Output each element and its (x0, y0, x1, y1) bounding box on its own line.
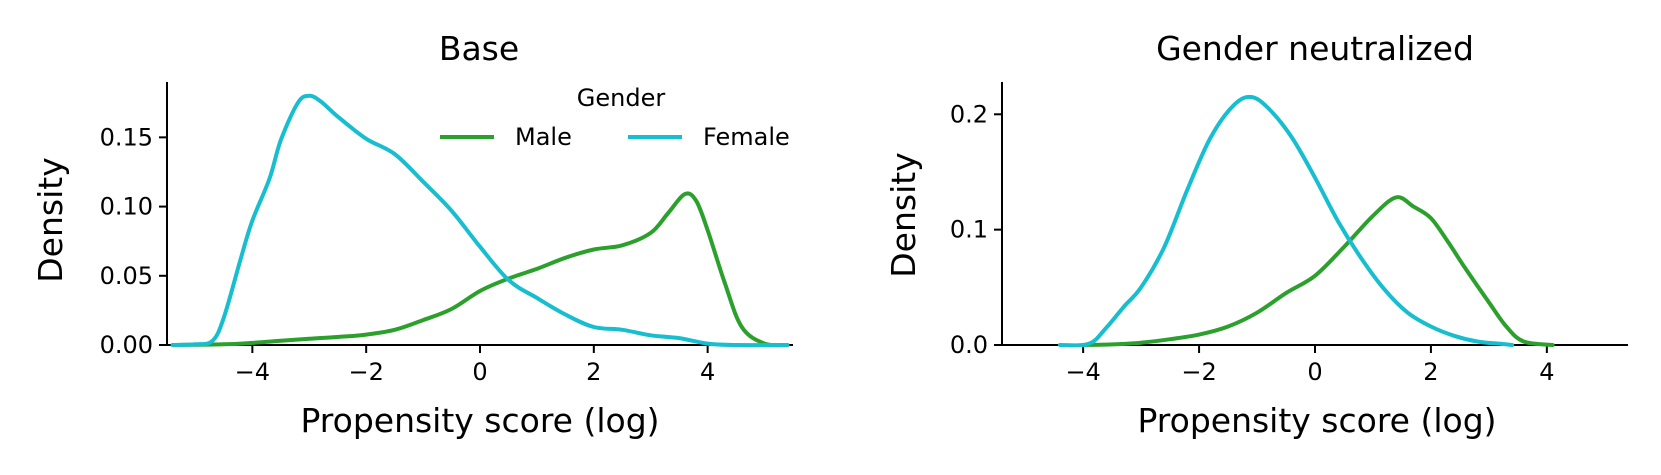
y-ticks: 0.0 0.1 0.2 (950, 100, 1002, 359)
y-tick-label: 0.1 (950, 216, 988, 244)
x-tick-label: −2 (348, 358, 383, 386)
x-tick-label: 4 (700, 358, 715, 386)
x-tick-label: −2 (1181, 358, 1216, 386)
series-line-female (170, 93, 790, 348)
legend-label-male: Male (515, 123, 572, 151)
legend-title: Gender (577, 84, 666, 112)
x-axis-label: Propensity score (log) (300, 401, 659, 440)
chart-panel-base: Base Density Propensity score (log) −4 −2… (31, 29, 793, 440)
x-tick-label: 0 (1307, 358, 1322, 386)
legend: Gender Male Female (440, 84, 790, 151)
chart-panel-gender-neutralized: Gender neutralized Density Propensity sc… (884, 29, 1628, 440)
y-tick-label: 0.0 (950, 331, 988, 359)
series-group (1058, 94, 1555, 348)
x-tick-label: 2 (1423, 358, 1438, 386)
chart-title: Base (439, 29, 519, 68)
series-line-female (1058, 94, 1515, 348)
x-tick-label: 2 (586, 358, 601, 386)
y-tick-label: 0.2 (950, 100, 988, 128)
y-tick-label: 0.00 (100, 331, 153, 359)
y-ticks: 0.00 0.05 0.10 0.15 (100, 123, 167, 359)
y-tick-label: 0.05 (100, 262, 153, 290)
y-tick-label: 0.15 (100, 123, 153, 151)
x-tick-label: −4 (1065, 358, 1100, 386)
legend-label-female: Female (703, 123, 790, 151)
series-line-male (1081, 195, 1555, 347)
series-group (170, 93, 790, 348)
y-tick-label: 0.10 (100, 193, 153, 221)
y-axis-label: Density (31, 157, 70, 282)
y-axis-label: Density (884, 152, 923, 277)
series-line-male (170, 191, 790, 348)
x-tick-label: −4 (235, 358, 270, 386)
x-tick-label: 0 (472, 358, 487, 386)
x-ticks: −4 −2 0 2 4 (235, 345, 715, 386)
x-axis-label: Propensity score (log) (1137, 401, 1496, 440)
x-ticks: −4 −2 0 2 4 (1065, 345, 1554, 386)
x-tick-label: 4 (1539, 358, 1554, 386)
chart-title: Gender neutralized (1156, 29, 1474, 68)
